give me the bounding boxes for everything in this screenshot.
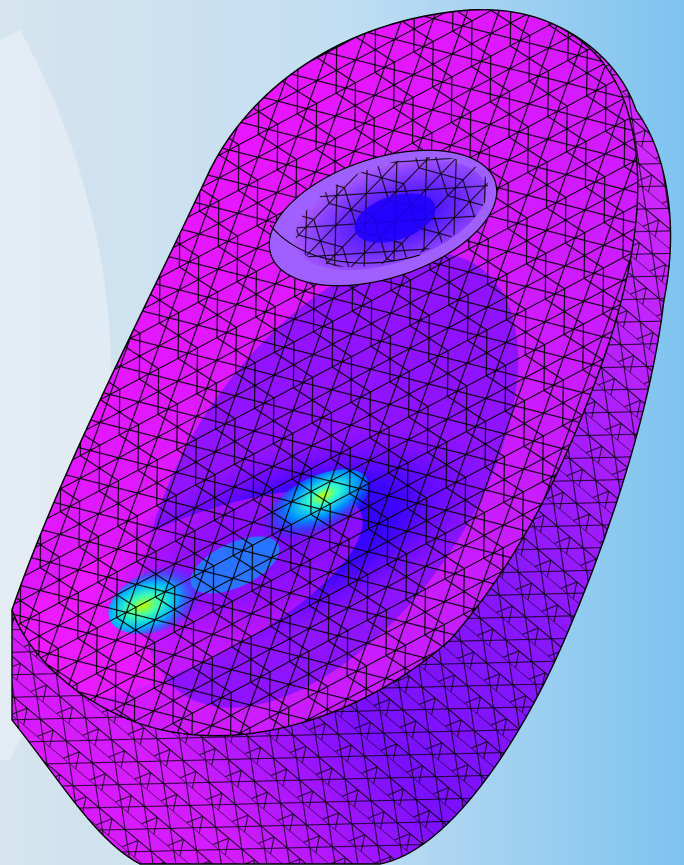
top-face-edge <box>11 8 639 737</box>
counterbore-hole <box>268 149 498 287</box>
